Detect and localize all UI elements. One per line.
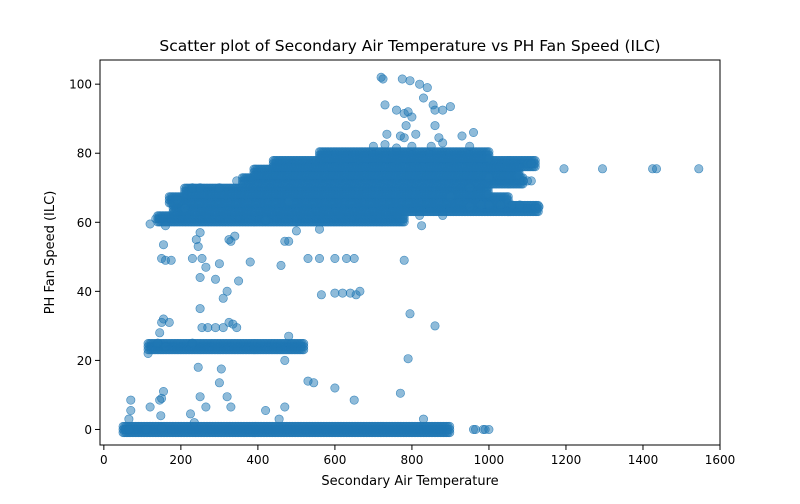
data-point xyxy=(445,428,455,438)
data-point xyxy=(299,345,309,355)
data-points xyxy=(118,72,704,438)
data-point xyxy=(483,189,493,199)
data-point xyxy=(399,217,409,227)
